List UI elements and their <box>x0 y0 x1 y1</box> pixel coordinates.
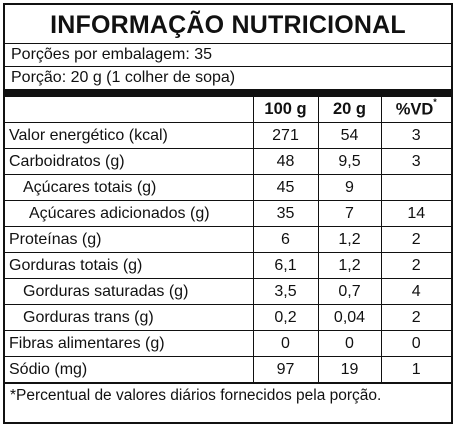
value-daily-percent: 4 <box>380 278 451 305</box>
value-per-20g: 0,04 <box>317 304 382 331</box>
value-per-100g: 97 <box>252 356 319 383</box>
panel-title: INFORMAÇÃO NUTRICIONAL <box>5 5 451 44</box>
nutrient-label: Açúcares adicionados (g) <box>5 200 254 227</box>
value-per-20g: 9 <box>317 174 382 201</box>
nutrition-table: 100 g 20 g %VD* Valor energético (kcal) 2… <box>5 97 451 383</box>
value-daily-percent: 2 <box>380 304 451 331</box>
nutrient-label: Fibras alimentares (g) <box>5 330 254 357</box>
nutrient-label: Açúcares totais (g) <box>5 174 254 201</box>
nutrition-facts-panel: INFORMAÇÃO NUTRICIONAL Porções por embal… <box>3 3 453 424</box>
value-per-20g: 0,7 <box>317 278 382 305</box>
table-row: Valor energético (kcal) 271 54 3 <box>5 122 451 149</box>
nutrient-label: Valor energético (kcal) <box>5 122 254 149</box>
servings-per-package: Porções por embalagem: 35 <box>5 44 451 67</box>
value-daily-percent: 0 <box>380 330 451 357</box>
value-per-20g: 0 <box>317 330 382 357</box>
value-per-100g: 48 <box>252 148 319 175</box>
value-per-100g: 6 <box>252 226 319 253</box>
nutrient-label: Carboidratos (g) <box>5 148 254 175</box>
value-per-20g: 7 <box>317 200 382 227</box>
column-header-vd: %VD* <box>380 96 451 123</box>
value-per-20g: 19 <box>317 356 382 383</box>
column-header-20g: 20 g <box>317 97 382 123</box>
thick-divider <box>5 89 451 97</box>
value-daily-percent <box>380 174 451 201</box>
value-daily-percent: 3 <box>380 148 451 175</box>
column-header-100g: 100 g <box>252 97 319 123</box>
value-per-100g: 6,1 <box>252 252 319 279</box>
nutrient-label: Gorduras totais (g) <box>5 252 254 279</box>
table-row: Proteínas (g) 6 1,2 2 <box>5 226 451 253</box>
nutrient-label: Gorduras trans (g) <box>5 304 254 331</box>
table-row: Gorduras saturadas (g) 3,5 0,7 4 <box>5 278 451 305</box>
table-row: Gorduras totais (g) 6,1 1,2 2 <box>5 252 451 279</box>
value-per-100g: 0 <box>252 330 319 357</box>
header-blank-cell <box>5 97 254 123</box>
nutrient-label: Sódio (mg) <box>5 356 254 383</box>
value-per-20g: 1,2 <box>317 252 382 279</box>
value-daily-percent: 2 <box>380 252 451 279</box>
serving-size: Porção: 20 g (1 colher de sopa) <box>11 69 236 86</box>
value-daily-percent: 1 <box>380 356 451 383</box>
table-row: Açúcares adicionados (g) 35 7 14 <box>5 200 451 227</box>
value-per-20g: 9,5 <box>317 148 382 175</box>
table-row: Fibras alimentares (g) 0 0 0 <box>5 330 451 357</box>
table-row: Gorduras trans (g) 0,2 0,04 2 <box>5 304 451 331</box>
value-per-20g: 1,2 <box>317 226 382 253</box>
table-row: Açúcares totais (g) 45 9 <box>5 174 451 201</box>
vd-asterisk: * <box>433 96 437 107</box>
value-daily-percent: 2 <box>380 226 451 253</box>
value-per-100g: 35 <box>252 200 319 227</box>
value-per-20g: 54 <box>317 122 382 149</box>
value-per-100g: 3,5 <box>252 278 319 305</box>
table-header-row: 100 g 20 g %VD* <box>5 97 451 123</box>
footnote: *Percentual de valores diários fornecido… <box>5 383 451 408</box>
value-per-100g: 0,2 <box>252 304 319 331</box>
value-per-100g: 45 <box>252 174 319 201</box>
table-row: Sódio (mg) 97 19 1 <box>5 356 451 383</box>
nutrient-label: Proteínas (g) <box>5 226 254 253</box>
nutrient-label: Gorduras saturadas (g) <box>5 278 254 305</box>
value-daily-percent: 14 <box>380 200 451 227</box>
value-daily-percent: 3 <box>380 122 451 149</box>
value-per-100g: 271 <box>252 122 319 149</box>
vd-label: %VD <box>395 100 434 119</box>
table-row: Carboidratos (g) 48 9,5 3 <box>5 148 451 175</box>
